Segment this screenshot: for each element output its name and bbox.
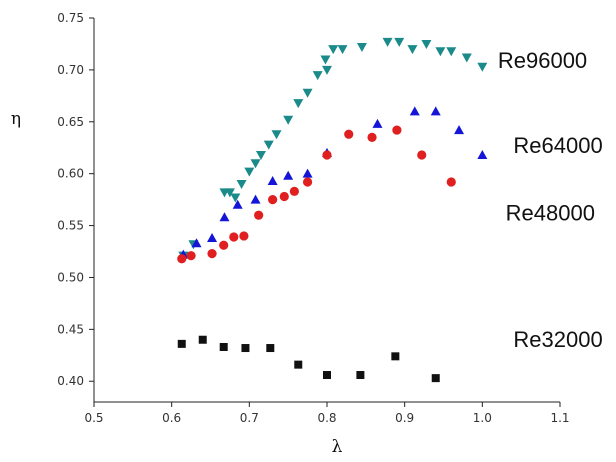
data-point xyxy=(254,210,264,220)
data-point xyxy=(446,177,456,187)
data-point xyxy=(391,352,400,361)
data-point xyxy=(230,193,241,203)
data-point xyxy=(461,53,472,63)
data-point xyxy=(250,194,261,204)
data-point xyxy=(322,65,332,75)
data-point xyxy=(372,118,383,128)
data-point xyxy=(266,344,275,353)
data-point xyxy=(312,71,323,81)
series-re48000 xyxy=(177,125,456,264)
y-tick-label: 0.55 xyxy=(57,219,84,233)
series-label: Re96000 xyxy=(498,48,587,73)
data-point xyxy=(320,55,331,65)
x-tick-label: 1.0 xyxy=(473,411,492,425)
data-point xyxy=(302,88,313,98)
data-point xyxy=(322,150,332,160)
data-point xyxy=(323,371,331,380)
x-tick-label: 0.7 xyxy=(240,411,259,425)
data-point xyxy=(392,125,402,135)
data-point xyxy=(294,360,303,369)
data-point xyxy=(337,45,348,55)
x-tick-label: 1.1 xyxy=(550,411,569,425)
y-tick-label: 0.40 xyxy=(57,374,84,388)
y-tick-label: 0.70 xyxy=(57,63,84,77)
series-labels: Re96000 Re64000 Re48000 Re32000 xyxy=(498,48,603,352)
data-point xyxy=(250,159,261,169)
y-tick-label: 0.50 xyxy=(57,270,84,284)
data-point xyxy=(477,149,488,159)
data-point xyxy=(177,254,187,264)
data-point xyxy=(344,129,354,139)
data-point xyxy=(207,248,217,259)
data-point xyxy=(232,199,243,209)
x-tick-label: 0.8 xyxy=(317,411,336,425)
data-point xyxy=(236,180,247,190)
data-point xyxy=(191,238,202,248)
data-point xyxy=(367,132,377,142)
x-tick-label: 0.5 xyxy=(84,411,103,425)
data-point xyxy=(477,62,488,72)
data-point xyxy=(263,140,274,150)
data-point xyxy=(186,251,196,261)
x-tick-label: 0.6 xyxy=(162,411,181,425)
data-point xyxy=(382,37,393,47)
data-point xyxy=(431,374,440,383)
data-point xyxy=(394,37,405,47)
data-marks xyxy=(177,37,488,383)
data-point xyxy=(293,99,304,109)
data-point xyxy=(409,106,420,116)
data-point xyxy=(407,45,418,55)
data-point xyxy=(430,106,441,116)
data-point xyxy=(224,188,235,198)
data-point xyxy=(356,43,367,53)
data-point xyxy=(229,232,239,242)
data-point xyxy=(417,150,427,160)
series-re32000 xyxy=(177,335,440,383)
data-point xyxy=(177,339,186,348)
data-point xyxy=(207,233,218,243)
data-point xyxy=(279,191,289,202)
data-point xyxy=(219,212,230,222)
series-label: Re32000 xyxy=(513,327,602,352)
data-point xyxy=(421,39,432,49)
data-point xyxy=(302,168,313,178)
series-label: Re64000 xyxy=(513,133,602,158)
y-axis-label: η xyxy=(11,109,21,129)
data-point xyxy=(219,240,229,250)
data-point xyxy=(328,45,339,55)
data-point xyxy=(255,150,266,160)
data-point xyxy=(289,186,299,196)
x-tick-label: 0.9 xyxy=(395,411,414,425)
data-point xyxy=(271,130,282,140)
y-tick-label: 0.45 xyxy=(57,322,84,336)
data-point xyxy=(356,371,365,380)
y-tick-label: 0.75 xyxy=(57,11,84,25)
plot-axes: 0.5 0.6 0.7 0.8 0.9 1.0 1.1 0.40 0.45 0.50 0.55 0.6… xyxy=(57,11,569,425)
data-point xyxy=(219,342,228,351)
data-point xyxy=(268,195,278,205)
x-axis-label: λ xyxy=(332,437,343,457)
data-point xyxy=(244,167,255,177)
data-point xyxy=(435,47,446,57)
data-point xyxy=(239,231,249,241)
data-point xyxy=(283,115,294,125)
series-label: Re48000 xyxy=(506,200,595,225)
y-tick-label: 0.60 xyxy=(57,167,84,181)
data-point xyxy=(446,47,457,57)
data-point xyxy=(283,170,294,180)
series-re64000 xyxy=(178,106,488,259)
series-re96000 xyxy=(178,37,488,261)
y-tick-label: 0.65 xyxy=(57,115,84,129)
data-point xyxy=(198,335,207,344)
data-point xyxy=(302,177,313,187)
data-point xyxy=(241,344,250,353)
data-point xyxy=(267,175,278,185)
data-point xyxy=(454,125,465,135)
